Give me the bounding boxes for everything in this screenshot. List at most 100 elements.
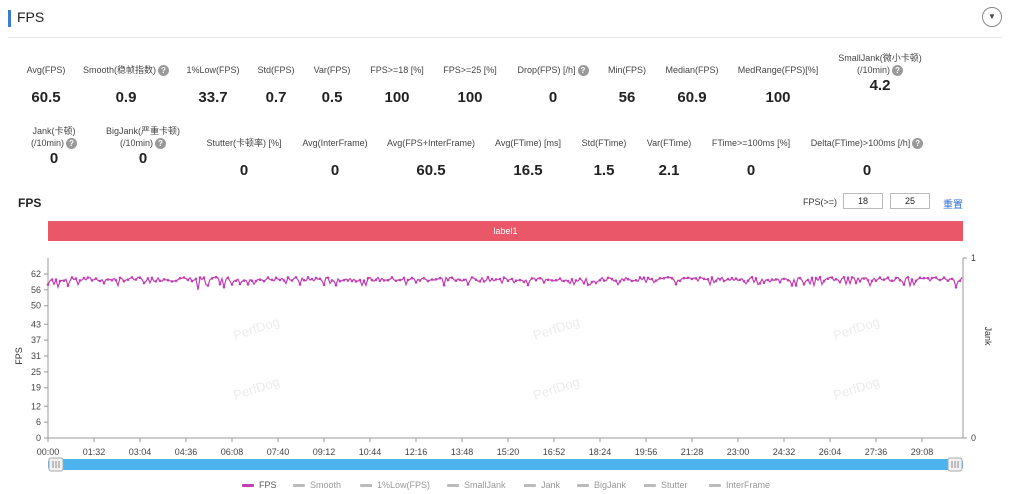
y-tick-label: 25 — [31, 367, 41, 377]
stat-value: 0.9 — [115, 89, 137, 107]
fps-point — [390, 276, 394, 279]
stat-value: 60.5 — [416, 162, 446, 179]
watermark-text: PerfDog — [831, 314, 881, 343]
fps-point — [758, 282, 762, 285]
help-icon[interactable]: ? — [912, 138, 924, 150]
stat-label: Delta(FTime)>100ms [/h]? — [807, 137, 927, 150]
fps-point — [594, 281, 598, 285]
legend-item-1-low-fps-[interactable]: 1%Low(FPS) — [360, 480, 430, 490]
fps-point — [130, 276, 134, 279]
fps-point — [642, 276, 646, 279]
fps-chart[interactable]: PerfDog PerfDog PerfDog PerfDog PerfDog PerfD… — [0, 245, 1010, 477]
help-icon[interactable]: ? — [892, 65, 903, 77]
y-tick-label: 50 — [31, 301, 41, 311]
fps-point — [342, 278, 346, 282]
threshold-input-1[interactable] — [843, 193, 883, 209]
label-bar[interactable]: label1 — [48, 221, 963, 241]
y-axis-label: FPS — [14, 347, 24, 365]
fps-point — [242, 279, 246, 282]
legend-swatch — [293, 484, 305, 488]
fps-point — [938, 278, 942, 282]
fps-point — [662, 277, 666, 280]
y-tick-label: 43 — [31, 319, 41, 329]
help-icon[interactable]: ? — [158, 65, 169, 77]
fps-point — [482, 280, 486, 283]
legend-item-stutter[interactable]: Stutter — [644, 480, 688, 490]
fps-point — [870, 279, 874, 283]
fps-point — [650, 277, 654, 281]
fps-point — [890, 279, 894, 282]
legend-item-smalljank[interactable]: SmallJank — [447, 480, 506, 490]
x-tick-label: 04:36 — [175, 447, 198, 457]
legend-label: Smooth — [310, 480, 342, 490]
help-icon[interactable]: ? — [577, 65, 589, 77]
fps-point — [686, 276, 690, 280]
legend-item-bigjank[interactable]: BigJank — [577, 480, 626, 490]
legend-item-fps[interactable]: FPS — [242, 480, 277, 490]
fps-point — [222, 285, 226, 289]
fps-point — [62, 279, 66, 282]
fps-point — [906, 276, 910, 279]
fps-point — [622, 278, 626, 282]
fps-point — [802, 283, 806, 286]
reset-link[interactable]: 重置 — [943, 200, 963, 211]
y2-axis-label: Jank — [983, 326, 993, 346]
fps-point — [710, 276, 714, 279]
collapse-chevron-icon[interactable]: ▼ — [982, 7, 1002, 27]
fps-point — [770, 278, 774, 281]
fps-point — [274, 276, 278, 280]
fps-point — [386, 279, 390, 282]
fps-point — [734, 277, 738, 280]
fps-point — [178, 276, 182, 280]
stat-stats_row2-1: BigJank(严重卡顿) (/10min)? 0 — [83, 125, 203, 167]
fps-point — [790, 284, 794, 287]
fps-point — [858, 280, 862, 283]
stat-value: 0.7 — [265, 89, 287, 106]
legend-swatch — [242, 484, 254, 488]
fps-point — [738, 278, 742, 282]
fps-point — [866, 279, 870, 282]
stat-label: 1%Low(FPS) — [186, 65, 240, 75]
legend-label: 1%Low(FPS) — [377, 480, 431, 490]
stat-value: 0 — [862, 162, 872, 180]
fps-point — [742, 280, 746, 283]
fps-point — [834, 277, 838, 281]
fps-point — [466, 283, 470, 286]
fps-point — [282, 279, 286, 282]
fps-point — [58, 279, 62, 283]
fps-point — [406, 278, 410, 282]
legend-item-jank[interactable]: Jank — [524, 480, 560, 490]
fps-point — [722, 279, 726, 283]
fps-point — [278, 278, 282, 282]
fps-point — [518, 278, 522, 282]
fps-point — [786, 279, 790, 282]
fps-point — [174, 279, 178, 283]
fps-point — [470, 276, 474, 279]
threshold-input-2[interactable] — [890, 193, 930, 209]
fps-point — [810, 276, 814, 280]
fps-point — [318, 277, 322, 281]
fps-point — [806, 278, 810, 282]
help-icon[interactable]: ? — [66, 138, 77, 150]
legend-item-smooth[interactable]: Smooth — [293, 480, 341, 490]
x-tick-label: 10:44 — [359, 447, 382, 457]
fps-point — [842, 276, 846, 279]
fps-point — [570, 278, 574, 281]
fps-point — [822, 279, 826, 283]
y-tick-label: 62 — [31, 269, 41, 279]
stat-value: 100 — [384, 89, 410, 106]
stat-stats_row2-5: Avg(FTime) [ms] 16.5 — [468, 137, 588, 179]
legend-label: InterFrame — [726, 480, 771, 490]
legend-item-interframe[interactable]: InterFrame — [709, 480, 770, 490]
help-icon[interactable]: ? — [155, 138, 166, 150]
stat-label: MedRange(FPS)[%] — [737, 65, 819, 75]
stat-value: 0 — [138, 150, 148, 168]
fps-point — [410, 276, 414, 280]
fps-point — [526, 283, 530, 287]
y-tick-label: 6 — [36, 417, 41, 427]
legend-swatch — [524, 484, 536, 488]
stat-stats_row2-9: Delta(FTime)>100ms [/h]? 0 — [807, 137, 927, 179]
legend-label: Jank — [541, 480, 561, 490]
legend-label: BigJank — [594, 480, 627, 490]
stat-value: 60.9 — [677, 89, 707, 106]
